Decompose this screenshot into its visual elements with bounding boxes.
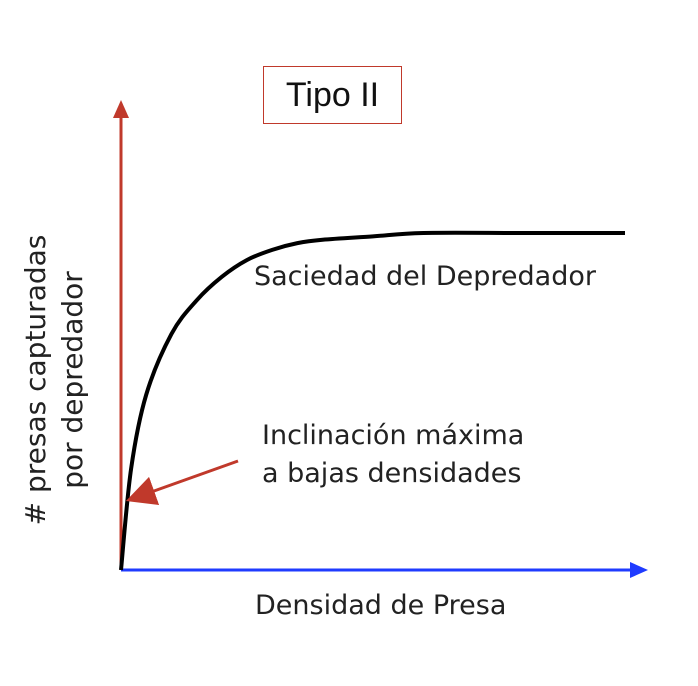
y-axis-arrowhead xyxy=(113,100,129,118)
annotation-slope-line1: Inclinación máxima xyxy=(262,420,524,451)
slope-arrow xyxy=(125,459,239,506)
y-axis-label-line1: # presas capturadas xyxy=(19,235,52,526)
annotation-slope-line2: a bajas densidades xyxy=(262,458,521,489)
annotation-saturation: Saciedad del Depredador xyxy=(254,261,597,292)
chart-title-box: Tipo II xyxy=(263,66,402,124)
chart-title: Tipo II xyxy=(285,75,380,114)
x-axis-arrowhead xyxy=(630,562,648,578)
y-axis-label-line2: por depredador xyxy=(56,271,89,489)
series-line xyxy=(119,230,625,571)
x-axis-label: Densidad de Presa xyxy=(255,590,506,621)
